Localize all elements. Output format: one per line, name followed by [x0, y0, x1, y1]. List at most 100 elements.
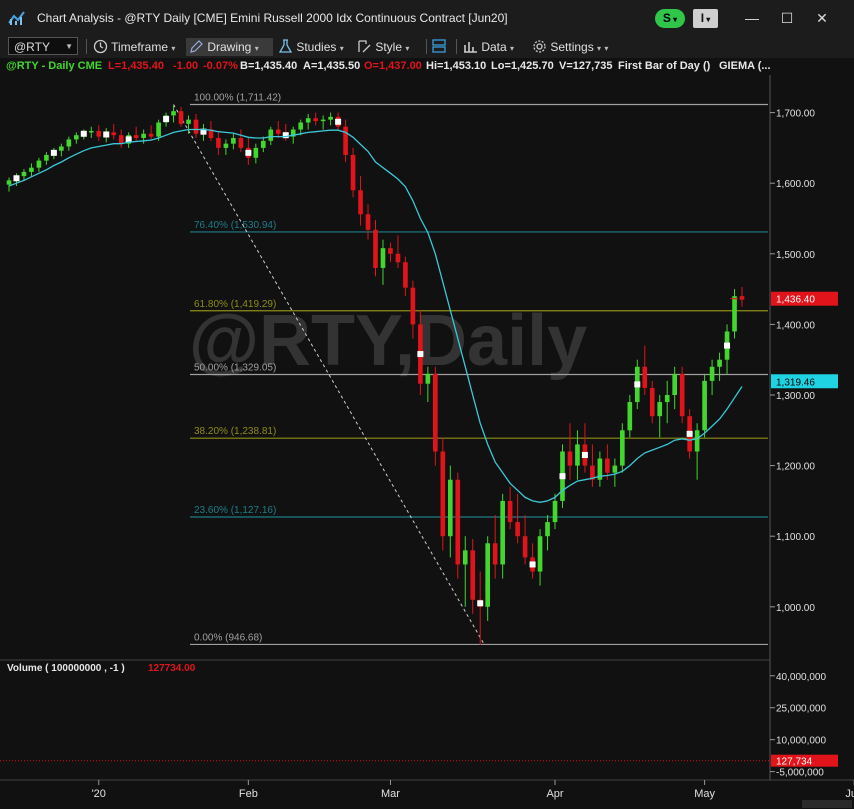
first-bar-marker	[125, 136, 132, 143]
symbol-selector[interactable]: @RTY ▼	[8, 37, 78, 55]
first-bar-marker	[477, 600, 484, 607]
candle-up	[73, 135, 79, 140]
window-title: Chart Analysis - @RTY Daily [CME] Emini …	[37, 11, 508, 25]
candle-up	[186, 119, 191, 124]
candle-up	[612, 465, 618, 473]
close-button[interactable]: ✕	[811, 7, 833, 29]
candle-down	[470, 550, 476, 600]
first-bar-marker	[335, 118, 342, 125]
candle-up	[268, 129, 274, 141]
candle-down	[739, 296, 745, 300]
date-tick-label: '20	[92, 788, 106, 800]
gear-icon	[533, 40, 546, 53]
s-badge-button[interactable]: S ▾	[655, 9, 685, 28]
candle-up	[462, 550, 468, 565]
chevron-down-icon: ▾	[405, 44, 410, 53]
pencil-icon	[190, 40, 203, 53]
maximize-icon: ☐	[780, 10, 794, 26]
candle-down	[178, 111, 184, 124]
resize-grip	[802, 800, 852, 808]
chevron-down-icon: ▾	[510, 44, 515, 53]
volume-value: 127734.00	[148, 663, 196, 674]
first-bar-marker	[581, 452, 588, 459]
candle-down	[358, 190, 363, 215]
candle-up	[44, 154, 49, 161]
candle-up	[6, 180, 12, 185]
price-chart[interactable]: @RTY,Daily 100.00% (1,711.42) 76.40% (1,5…	[0, 75, 854, 809]
candle-up	[447, 479, 453, 537]
last-price-label: 1,436.40	[776, 295, 815, 306]
candle-up	[223, 143, 229, 148]
chevron-down-icon: ▾	[704, 15, 711, 24]
candle-down	[133, 135, 139, 139]
date-tick-label: Mar	[381, 788, 400, 800]
ema-value-label: 1,319.46	[776, 377, 815, 388]
candle-up	[298, 122, 304, 130]
layout-icon	[432, 39, 446, 53]
symbol-value: @RTY	[14, 40, 50, 54]
date-tick-label: Jun	[845, 788, 854, 800]
candle-up	[305, 118, 311, 123]
first-bar-marker	[80, 130, 87, 137]
candle-up	[702, 380, 707, 431]
candle-up	[88, 130, 94, 133]
timeframe-menu[interactable]: Timeframe ▾	[93, 38, 183, 56]
date-tick-label: May	[694, 788, 715, 800]
first-bar-marker	[529, 561, 536, 568]
candle-up	[537, 536, 543, 572]
bar-chart-icon	[464, 42, 477, 53]
candle-down	[642, 366, 648, 388]
volume-tick-label: -5,000,000	[776, 768, 824, 779]
candle-down	[440, 451, 446, 537]
ema-value-marker	[771, 374, 838, 389]
watermark-text: @RTY,Daily	[189, 301, 587, 381]
title-bar: Chart Analysis - @RTY Daily [CME] Emini …	[0, 0, 854, 36]
candle-down	[395, 253, 401, 263]
drawing-menu[interactable]: Drawing ▾	[186, 38, 273, 56]
candle-up	[425, 373, 431, 384]
volume-tick-label: 25,000,000	[776, 704, 826, 715]
s-badge-label: S	[662, 11, 671, 25]
low-price: Lo=1,425.70	[491, 60, 554, 72]
candle-down	[605, 458, 610, 473]
studies-label: Studies	[296, 40, 337, 54]
candle-down	[118, 135, 124, 144]
volume-tick-label: 10,000,000	[776, 736, 826, 747]
layout-button[interactable]	[431, 38, 451, 56]
chart-background	[0, 75, 854, 809]
first-bar-marker	[724, 342, 731, 349]
chevron-down-icon: ▾	[597, 44, 602, 53]
candle-down	[410, 287, 416, 325]
volume-title: Volume ( 100000000 , -1 )	[7, 663, 125, 674]
minimize-button[interactable]: —	[741, 7, 763, 29]
candle-up	[320, 119, 326, 122]
candle-up	[672, 373, 678, 396]
candle-down	[649, 387, 655, 417]
candle-down	[403, 262, 408, 288]
price-tick-label: 1,500.00	[776, 250, 815, 261]
chevron-down-icon: ▼	[65, 42, 73, 51]
candle-down	[388, 248, 393, 254]
candle-up	[290, 129, 296, 137]
candle-up	[260, 140, 266, 148]
style-menu[interactable]: Style ▾	[357, 38, 423, 56]
ask-price: A=1,435.50	[303, 60, 361, 72]
quote-info-bar: @RTY - Daily CME L=1,435.40 -1.00 -0.07%…	[0, 58, 854, 75]
price-tick-label: 1,200.00	[776, 462, 815, 473]
timeframe-label: Timeframe	[111, 40, 169, 54]
fib-trend-line	[173, 104, 485, 645]
chevron-down-icon: ▾	[670, 15, 678, 24]
candle-down	[365, 214, 371, 230]
i-badge-button[interactable]: I ▾	[693, 9, 718, 28]
settings-menu[interactable]: Settings ▾ ▾	[532, 38, 622, 56]
data-menu[interactable]: Data ▾	[463, 38, 525, 56]
candle-down	[313, 118, 318, 122]
candle-down	[350, 154, 356, 191]
studies-menu[interactable]: Studies ▾	[278, 38, 350, 56]
study-first-bar: First Bar of Day ()	[618, 60, 711, 72]
percent-change: -0.07%	[203, 60, 238, 72]
last-price: L=1,435.40	[108, 60, 164, 72]
candle-up	[552, 500, 558, 523]
candle-up	[694, 430, 700, 452]
maximize-button[interactable]: ☐	[776, 7, 798, 29]
